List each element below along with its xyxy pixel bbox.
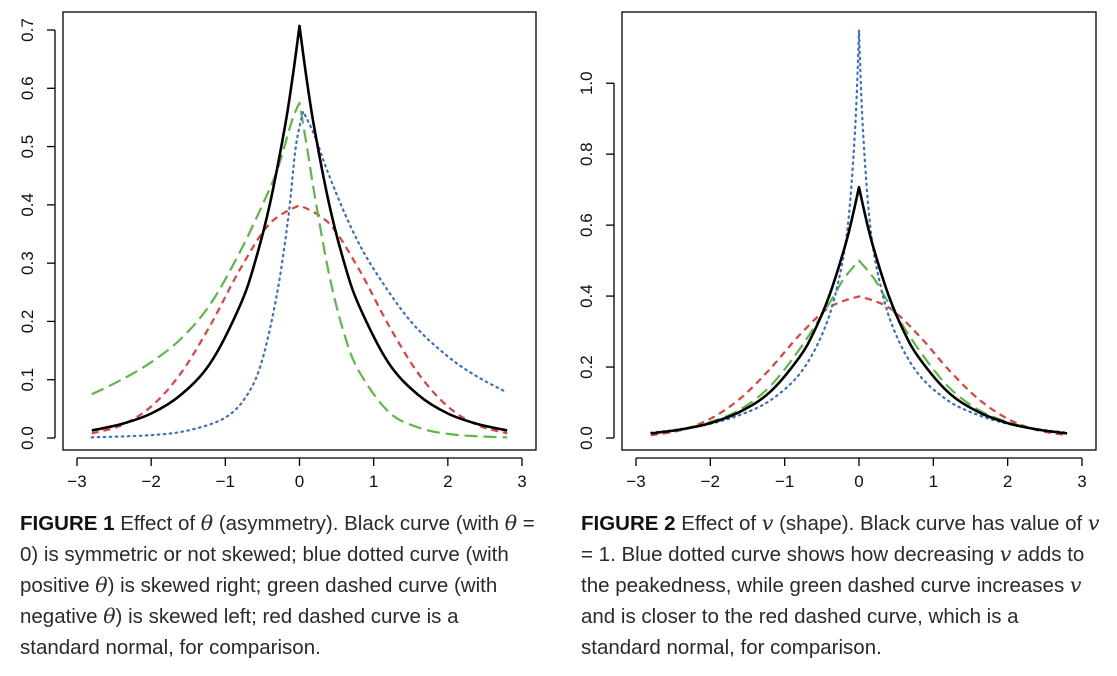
- y-tick-label: 0.1: [18, 368, 37, 392]
- y-tick-label: 0.2: [18, 310, 37, 334]
- y-tick-label: 0.4: [577, 284, 596, 308]
- x-tick-label: −1: [775, 472, 794, 491]
- v-symbol: v: [1087, 511, 1100, 535]
- y-tick-label: 0.5: [18, 135, 37, 159]
- figure-1-caption-label: FIGURE 1: [20, 512, 115, 535]
- x-tick-label: 2: [443, 472, 452, 491]
- y-tick-label: 0.6: [577, 213, 596, 237]
- figure-1-chart: −3 −2 −1 0 1 2 3 0.0 0.1 0.2 0.3 0.4 0.5 0.6 0.7: [18, 11, 537, 491]
- caption-text: (shape). Black curve has value of: [773, 512, 1088, 535]
- y-tick-label: 0.4: [18, 193, 37, 217]
- y-tick-label: 0.0: [577, 426, 596, 450]
- x-tick-label: 3: [1077, 472, 1086, 491]
- caption-text: = 0) is symmetric or not skewed; blue do…: [20, 512, 535, 597]
- x-tick-label: 0: [295, 472, 304, 491]
- x-tick-label: −1: [216, 472, 235, 491]
- figure-1-caption: FIGURE 1 Effect of θ (asymmetry). Black …: [20, 508, 540, 663]
- x-tick-label: 1: [369, 472, 378, 491]
- theta-symbol: θ: [200, 511, 214, 535]
- series-line-dashed: [91, 204, 508, 435]
- y-tick-label: 0.6: [18, 76, 37, 100]
- series-line-dotted: [649, 28, 1069, 434]
- caption-text: ) is skewed right; green dashed curve (w…: [20, 574, 498, 628]
- plot-frame: [62, 11, 537, 451]
- figure-2-caption: FIGURE 2 Effect of v (shape). Black curv…: [581, 508, 1101, 663]
- theta-symbol: θ: [95, 573, 108, 597]
- series-line-dashed: [650, 295, 1068, 437]
- x-tick-label: −3: [626, 472, 645, 491]
- y-tick-label: 1.0: [577, 71, 596, 95]
- x-tick-label: 1: [929, 472, 938, 491]
- x-tick-label: −3: [67, 472, 86, 491]
- figure-2-chart: −3 −2 −1 0 1 2 3 0.0 0.2 0.4 0.6 0.8 1.0: [577, 11, 1097, 491]
- theta-symbol: θ: [103, 604, 116, 628]
- x-tick-label: 3: [517, 472, 526, 491]
- figure-2-caption-label: FIGURE 2: [581, 512, 676, 535]
- series-line-longdash: [91, 101, 508, 439]
- v-symbol: v: [761, 511, 774, 535]
- plot-frame: [621, 11, 1097, 451]
- v-symbol: v: [999, 542, 1012, 566]
- y-tick-label: 0.8: [577, 142, 596, 166]
- series-line-dotted: [90, 110, 509, 439]
- series-line-longdash: [650, 259, 1068, 435]
- y-tick-label: 0.0: [18, 426, 37, 450]
- caption-text: adds to the peakedness, while green dash…: [581, 543, 1085, 597]
- theta-symbol: θ: [504, 511, 518, 535]
- series-line-solid: [650, 185, 1068, 435]
- x-tick-label: 0: [854, 472, 863, 491]
- caption-text: Effect of: [120, 512, 201, 535]
- caption-text: (asymmetry). Black curve (with: [213, 512, 505, 535]
- caption-text: and is closer to the red dashed curve, w…: [581, 605, 1019, 659]
- x-tick-label: −2: [141, 472, 160, 491]
- y-tick-label: 0.7: [18, 18, 37, 42]
- y-tick-label: 0.3: [18, 251, 37, 275]
- caption-text: = 1. Blue dotted curve shows how decreas…: [581, 543, 1000, 566]
- x-tick-label: 2: [1003, 472, 1012, 491]
- series-line-solid: [91, 24, 508, 432]
- y-tick-label: 0.2: [577, 355, 596, 379]
- x-tick-label: −2: [701, 472, 720, 491]
- v-symbol: v: [1069, 573, 1082, 597]
- caption-text: ) is skewed left; red dashed curve is a …: [20, 605, 459, 659]
- caption-text: Effect of: [681, 512, 762, 535]
